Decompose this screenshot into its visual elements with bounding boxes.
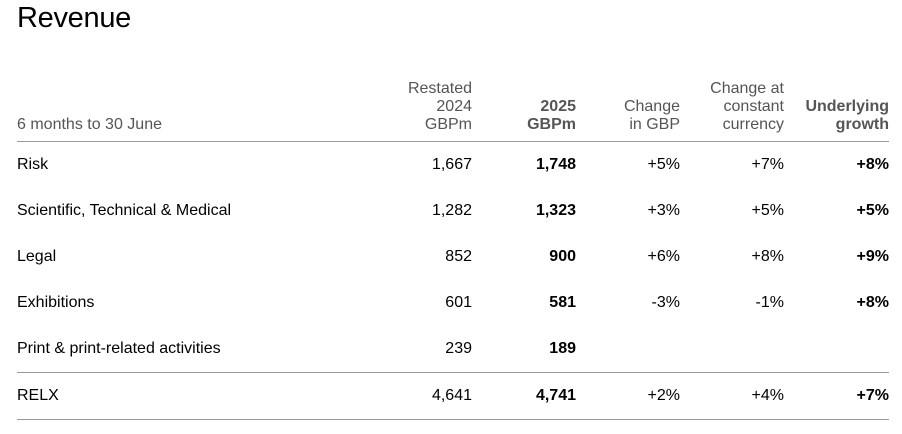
change-cc-value: +5% — [751, 202, 784, 219]
change-cc-header-line: currency — [722, 116, 784, 133]
restated-value: 1,667 — [431, 156, 472, 173]
table-row: Exhibitions 601 581 -3% -1% +8% — [17, 280, 889, 326]
current-2025-header: 2025 GBPm — [472, 80, 576, 142]
underlying-growth-value: +5% — [856, 202, 889, 219]
segment-label: Exhibitions — [17, 294, 95, 311]
restated-header-line: Restated — [407, 80, 472, 97]
underlying-growth-value: +8% — [856, 156, 889, 173]
underlying-growth-value: +9% — [856, 248, 889, 265]
total-change-gbp-value: +2% — [576, 372, 680, 420]
restated-header-line: 2024 — [436, 98, 472, 115]
table-row: Legal 852 900 +6% +8% +9% — [17, 234, 889, 280]
change-cc-value: -1% — [755, 294, 784, 311]
total-restated-value: 4,641 — [387, 372, 472, 420]
restated-value: 1,282 — [431, 202, 472, 219]
page-title: Revenue — [17, 2, 131, 34]
current-header-line: 2025 — [540, 98, 576, 115]
restated-value: 239 — [445, 340, 472, 357]
segment-label: Risk — [17, 156, 49, 173]
change-gbp-header-line: in GBP — [629, 116, 680, 133]
restated-value: 601 — [445, 294, 472, 311]
current-value: 581 — [549, 294, 576, 311]
table-row: Print & print-related activities 239 189 — [17, 326, 889, 373]
restated-2024-header: Restated 2024 GBPm — [387, 80, 472, 142]
total-row: RELX 4,641 4,741 +2% +4% +7% — [17, 372, 889, 420]
table-row: Risk 1,667 1,748 +5% +7% +8% — [17, 142, 889, 189]
change-gbp-value: +6% — [647, 248, 680, 265]
change-gbp-value — [576, 326, 680, 373]
segment-label: Print & print-related activities — [17, 340, 221, 357]
period-header: 6 months to 30 June — [17, 80, 387, 142]
header-row: 6 months to 30 June Restated 2024 GBPm 2… — [17, 80, 889, 142]
current-value: 1,323 — [535, 202, 576, 219]
change-gbp-header-line: Change — [623, 98, 680, 115]
period-header-label: 6 months to 30 June — [17, 116, 162, 133]
current-value: 900 — [549, 248, 576, 265]
underlying-growth-header: Underlying growth — [784, 80, 889, 142]
change-cc-value — [680, 326, 784, 373]
change-gbp-value: -3% — [651, 294, 680, 311]
table-row: Scientific, Technical & Medical 1,282 1,… — [17, 188, 889, 234]
underlying-header-line: growth — [835, 116, 889, 133]
current-value: 1,748 — [535, 156, 576, 173]
segment-label: Scientific, Technical & Medical — [17, 202, 232, 219]
restated-header-line: GBPm — [424, 116, 472, 133]
change-gbp-header: Change in GBP — [576, 80, 680, 142]
change-cc-value: +8% — [751, 248, 784, 265]
underlying-growth-value: +8% — [856, 294, 889, 311]
segment-label: Legal — [17, 248, 57, 265]
total-underlying-growth-value: +7% — [784, 372, 889, 420]
restated-value: 852 — [445, 248, 472, 265]
revenue-table: 6 months to 30 June Restated 2024 GBPm 2… — [17, 80, 889, 420]
change-gbp-value: +3% — [647, 202, 680, 219]
change-gbp-value: +5% — [647, 156, 680, 173]
change-cc-header-line: Change at — [710, 80, 784, 97]
total-label: RELX — [17, 372, 387, 420]
total-current-value: 4,741 — [472, 372, 576, 420]
change-cc-header: Change at constant currency — [680, 80, 784, 142]
total-change-cc-value: +4% — [680, 372, 784, 420]
underlying-header-line: Underlying — [805, 98, 889, 115]
current-value: 189 — [549, 340, 576, 357]
underlying-growth-value — [784, 326, 889, 373]
change-cc-header-line: constant — [723, 98, 784, 115]
change-cc-value: +7% — [751, 156, 784, 173]
current-header-line: GBPm — [527, 116, 576, 133]
